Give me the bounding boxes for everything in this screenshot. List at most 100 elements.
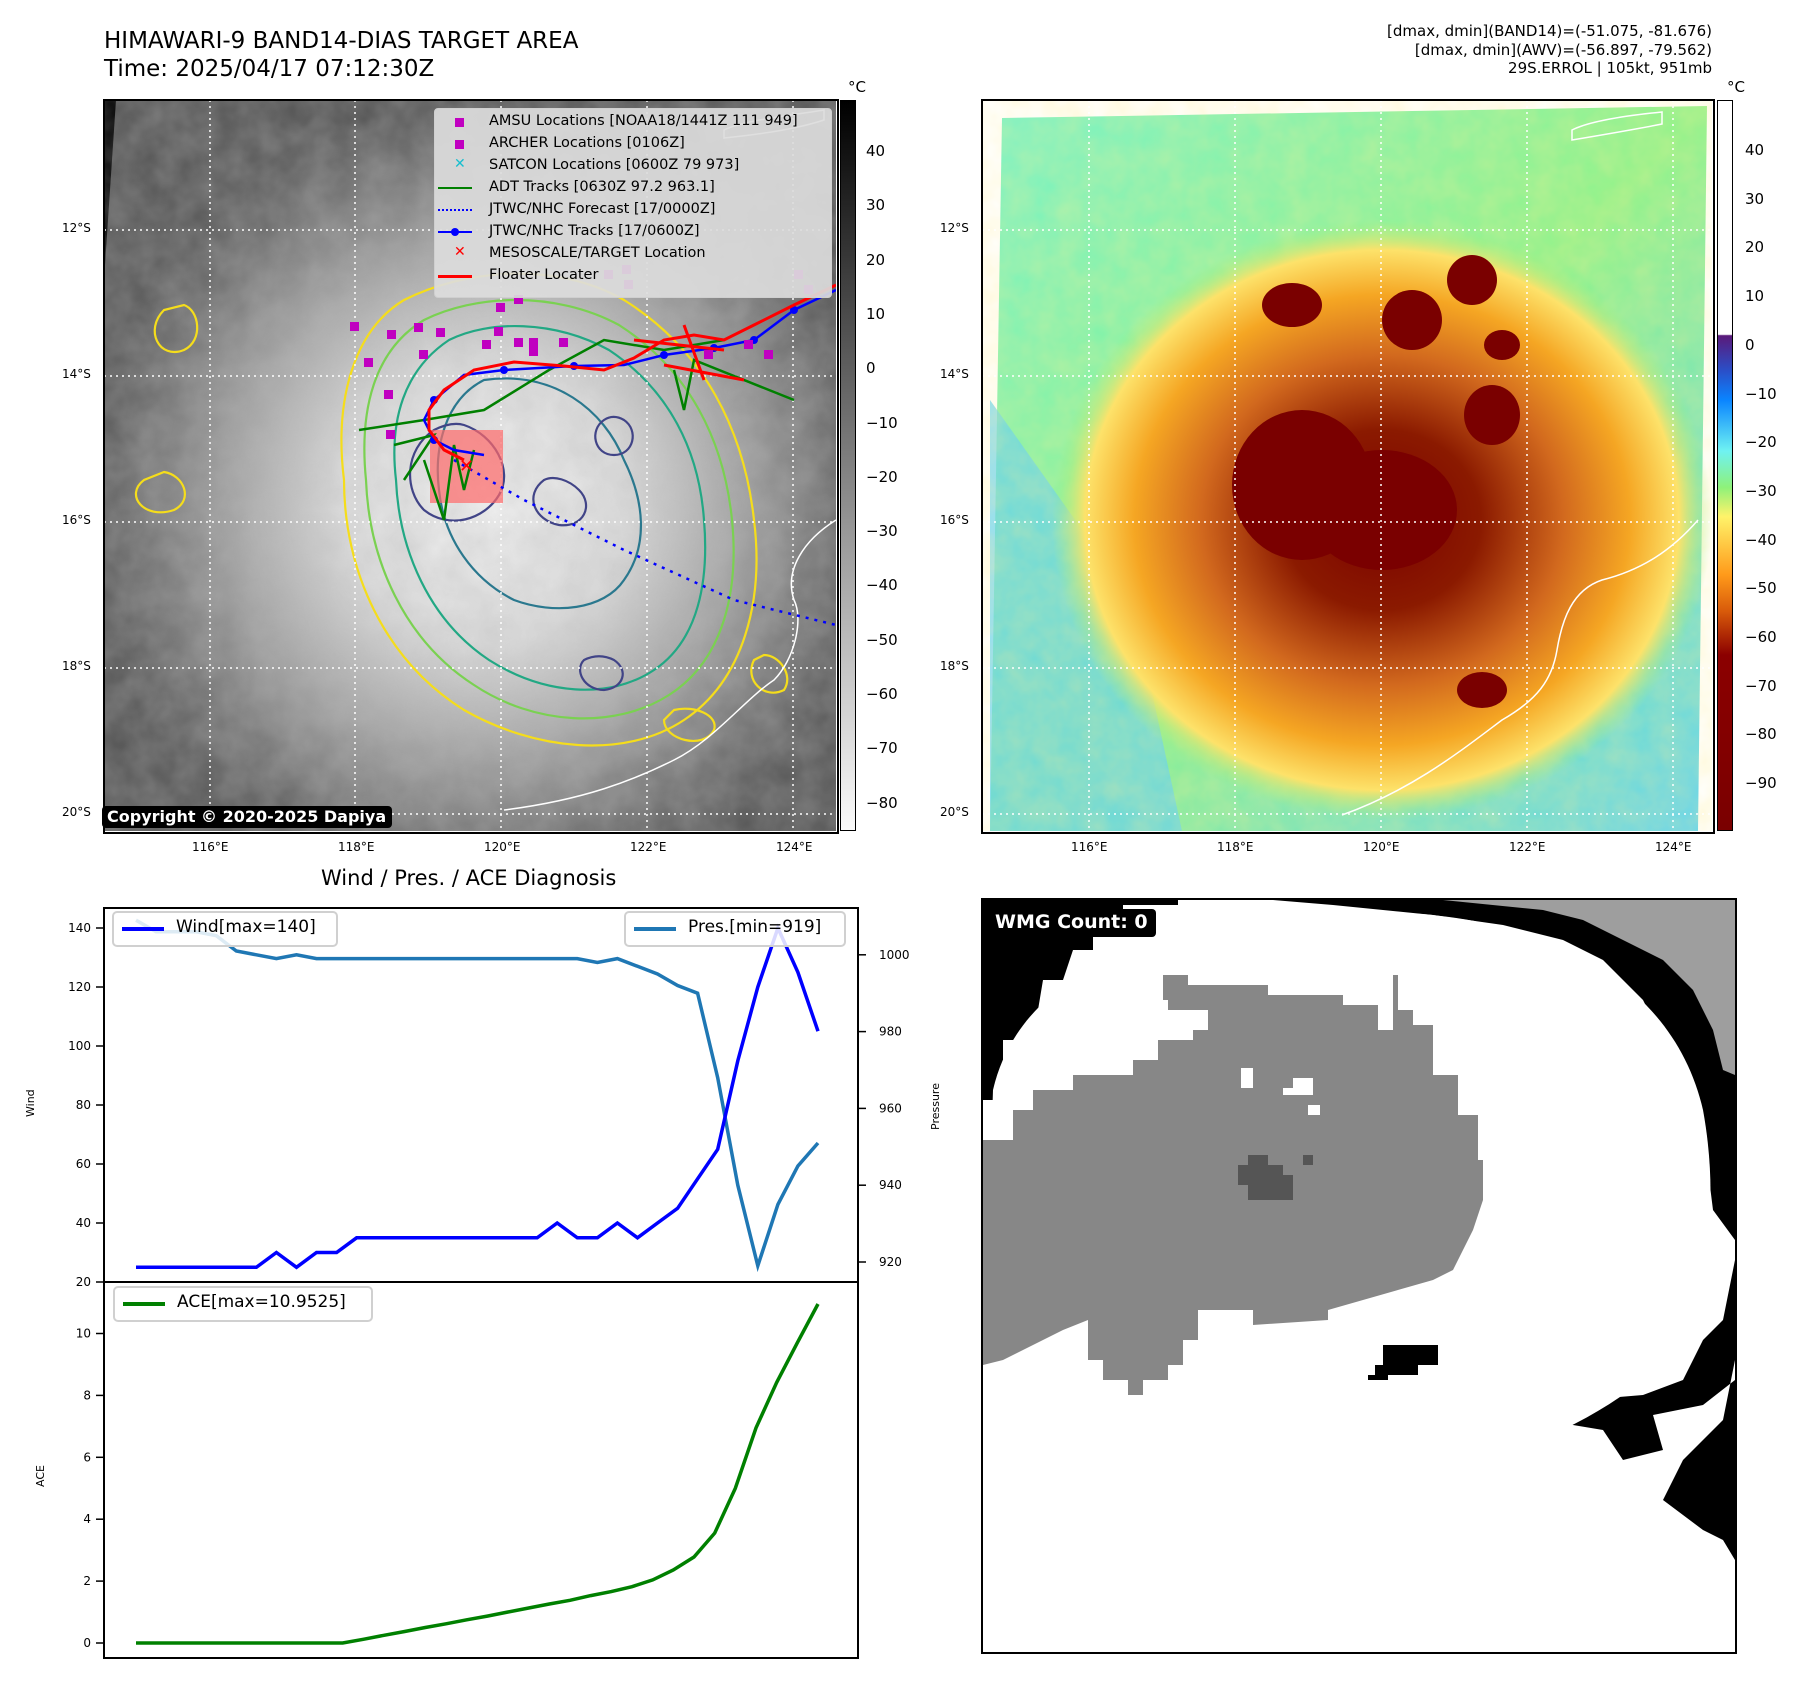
pressure-legend: Pres.[min=919] <box>624 911 846 947</box>
lon-tick: 118°E <box>338 840 375 854</box>
pressure-tick-label: 920 <box>879 1255 902 1269</box>
ace-tick-label: 10 <box>76 1327 91 1341</box>
lon-tick: 122°E <box>630 840 667 854</box>
wmg-white-cell <box>1241 1068 1253 1088</box>
colorbar-tick: −60 <box>1745 628 1777 646</box>
x-marker-icon: ✕ <box>454 156 466 172</box>
wmg-white-cell <box>1283 1078 1313 1095</box>
wmg-black-region <box>983 900 1178 1100</box>
gridlines <box>982 100 1712 831</box>
lon-tick: 120°E <box>484 840 521 854</box>
map-legend: AMSU Locations [NOAA18/1441Z 111 949] AR… <box>434 108 832 298</box>
lat-tick: 16°S <box>62 513 91 527</box>
x-marker-icon: ✕ <box>454 244 466 260</box>
contours <box>134 272 789 747</box>
wind-series-line <box>136 923 820 1270</box>
figure-title: HIMAWARI-9 BAND14-DIAS TARGET AREA Time:… <box>104 27 578 83</box>
lat-tick: 14°S <box>940 367 969 381</box>
target-area-box <box>430 430 503 503</box>
legend-item-target: ✕ MESOSCALE/TARGET Location <box>454 244 706 261</box>
ace-tick-label: 6 <box>83 1450 91 1464</box>
lon-tick: 116°E <box>1071 840 1108 854</box>
pressure-tick-label: 960 <box>879 1101 902 1115</box>
color-ir-map-panel <box>982 100 1712 831</box>
ir-map-panel: ✕ AMSU Locations [NOAA18/1441Z 111 949] … <box>102 100 836 831</box>
colorbar-tick: 10 <box>1745 287 1765 306</box>
lon-tick: 124°E <box>776 840 813 854</box>
colorbar-unit-right: °C <box>1727 78 1745 96</box>
storm-info: [dmax, dmin](BAND14)=(-51.075, -81.676) … <box>1387 22 1712 78</box>
colorbar-tick: 10 <box>866 304 886 323</box>
colorbar-tick: −70 <box>866 739 898 758</box>
wind-tick-label: 60 <box>76 1157 91 1171</box>
colorbar-tick: −40 <box>866 576 898 595</box>
colorbar-tick: −50 <box>866 630 898 649</box>
colorbar-tick: −10 <box>866 413 898 432</box>
pressure-axis-label: Pressure <box>929 1083 942 1130</box>
diagnosis-chart: 20 40 60 80 100 120 140 920 940 960 980 1000 0 2 4 6 8 10 <box>68 907 910 1659</box>
wind-pressure-axes <box>103 907 859 1283</box>
legend-item-satcon: ✕ SATCON Locations [0600Z 79 973] <box>454 156 740 173</box>
pressure-tick-label: 940 <box>879 1178 902 1192</box>
ace-legend: ACE[max=10.9525] <box>113 1286 373 1322</box>
lon-tick: 118°E <box>1217 840 1254 854</box>
band14-range: [dmax, dmin](BAND14)=(-51.075, -81.676) <box>1387 22 1712 40</box>
floater-locater-ticks <box>633 324 745 382</box>
legend-item-adt: ADT Tracks [0630Z 97.2 963.1] <box>435 177 831 199</box>
colorbar-unit-left: °C <box>848 78 866 96</box>
mesoscale-target-marker: ✕ <box>459 456 474 477</box>
diagnosis-chart-title: Wind / Pres. / ACE Diagnosis <box>321 866 617 890</box>
lon-tick: 124°E <box>1655 840 1692 854</box>
lon-tick: 122°E <box>1509 840 1546 854</box>
coastline <box>503 519 836 811</box>
legend-item-jtwc-tracks: JTWC/NHC Tracks [17/0600Z] <box>435 221 831 243</box>
lat-tick: 12°S <box>940 221 969 235</box>
ace-tick-label: 0 <box>83 1636 91 1650</box>
color-ir-map <box>982 100 1712 831</box>
legend-item-jtwc-forecast: JTWC/NHC Forecast [17/0000Z] <box>435 199 831 221</box>
lat-tick: 20°S <box>940 805 969 819</box>
wind-tick-label: 100 <box>68 1039 91 1053</box>
wmg-count-badge: WMG Count: 0 <box>987 909 1156 937</box>
ace-tick-label: 8 <box>83 1388 91 1402</box>
square-marker-icon <box>455 140 464 149</box>
legend-item-archer: ARCHER Locations [0106Z] <box>435 133 831 155</box>
wind-tick-label: 80 <box>76 1098 91 1112</box>
pressure-legend-line-icon <box>634 927 676 931</box>
colorbar-tick: 30 <box>1745 189 1765 208</box>
lat-tick: 18°S <box>940 659 969 673</box>
wmg-white-cell <box>1308 1105 1320 1115</box>
colorbar-tick: −90 <box>1745 774 1777 793</box>
colorbar-tick: −80 <box>1745 725 1777 744</box>
pressure-legend-label: Pres.[min=919] <box>688 917 822 937</box>
wmg-dark-gray-cell <box>1303 1155 1313 1165</box>
colorbar-tick: −30 <box>1745 481 1777 500</box>
colorbar-tick: 20 <box>1745 238 1765 257</box>
legend-item-floater: Floater Locater <box>435 265 831 287</box>
ace-axis-label: ACE <box>34 1465 47 1487</box>
color-colorbar <box>1717 100 1733 831</box>
wmg-gray-region <box>983 975 1483 1395</box>
dot-icon <box>451 228 459 236</box>
wind-legend-line-icon <box>122 927 164 931</box>
dotted-line-icon <box>438 209 472 211</box>
wind-axis-label: Wind <box>24 1089 37 1117</box>
pressure-tick-label: 980 <box>879 1025 902 1039</box>
colorbar-tick: −40 <box>1745 530 1777 549</box>
ace-tick-label: 4 <box>83 1512 91 1526</box>
ace-axes <box>103 1281 859 1659</box>
lat-tick: 16°S <box>940 513 969 527</box>
lat-tick: 14°S <box>62 367 91 381</box>
floater-locater-track <box>427 283 836 462</box>
square-marker-icon <box>455 118 464 127</box>
colorbar-tick: 40 <box>1745 141 1765 159</box>
colorbar-tick: −20 <box>1745 433 1777 452</box>
colorbar-tick: 40 <box>866 142 886 160</box>
wind-tick-label: 40 <box>76 1216 91 1230</box>
coastline <box>1341 519 1699 816</box>
storm-summary: 29S.ERROL | 105kt, 951mb <box>1508 59 1712 77</box>
wmg-dark-gray-core <box>1238 1155 1293 1200</box>
ace-series-line <box>136 1303 820 1645</box>
colorbar-tick: −80 <box>866 793 898 812</box>
colorbar-tick: −20 <box>866 467 898 486</box>
